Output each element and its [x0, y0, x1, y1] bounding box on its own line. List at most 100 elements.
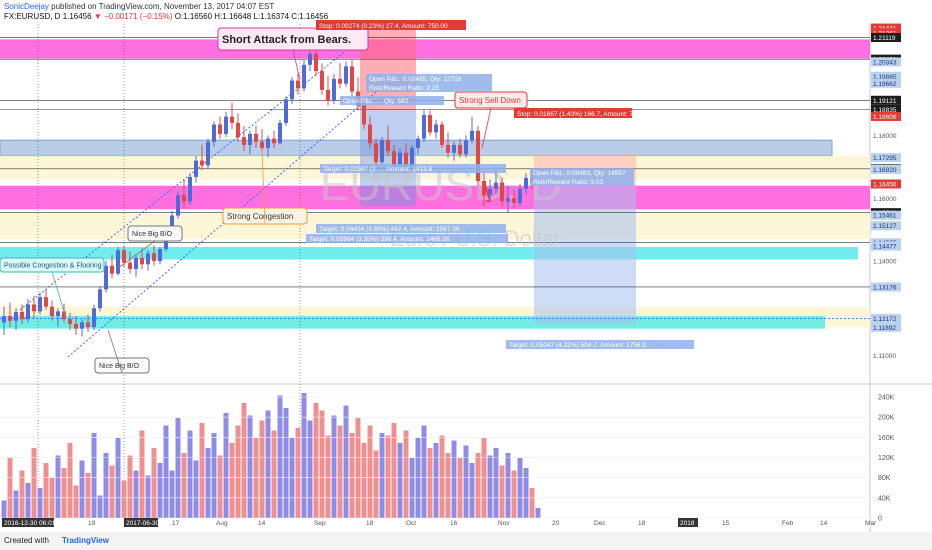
candle [440, 121, 444, 149]
candle-body [422, 115, 426, 139]
volume-bar [355, 418, 361, 518]
price-tick-label: 1.20343 [873, 59, 897, 66]
tradingview-brand[interactable]: TradingView [62, 536, 109, 545]
volume-bar [367, 425, 373, 518]
candle-body [470, 130, 474, 141]
volume-bar [235, 425, 241, 518]
candle-body [524, 177, 528, 189]
candle-body [404, 152, 408, 169]
callout-big-bo-1: Nice Big B/O [117, 225, 183, 269]
volume-bar [307, 420, 313, 518]
volume-bar [157, 463, 163, 518]
price-tick-label: 1.17295 [873, 155, 897, 162]
candle [86, 314, 90, 332]
candle [98, 286, 102, 312]
candle-body [20, 311, 24, 320]
price-tick-label: 1.19662 [873, 81, 897, 88]
price-tick-label: 1.15461 [873, 213, 897, 220]
candle [458, 138, 462, 158]
time-tick-label: Sep [314, 520, 326, 527]
price-tick-label: 1.21119 [873, 35, 896, 42]
candle [44, 289, 48, 310]
callout-strong-congestion: Strong Congestion [222, 149, 308, 225]
volume-bar [397, 443, 403, 518]
candle [398, 148, 402, 167]
author-link[interactable]: SonicDeejay [4, 2, 49, 11]
volume-bar [205, 448, 211, 518]
candle-body [362, 105, 366, 125]
candle-body [146, 253, 150, 265]
volume-bar [31, 448, 37, 518]
position-label-bg [306, 234, 508, 243]
price-tick-bg [871, 111, 901, 121]
candle-body [296, 80, 300, 89]
candle [188, 173, 192, 205]
volume-bar [505, 453, 511, 518]
volume-bar [511, 470, 517, 518]
callout-strong-congestion-pointer [261, 149, 266, 225]
volume-bar [163, 425, 169, 518]
price-tick-bg [871, 282, 901, 292]
candle [302, 60, 306, 92]
candle [344, 61, 348, 87]
volume-bar [319, 410, 325, 518]
candle-body [284, 99, 288, 123]
volume-bar [451, 440, 457, 518]
volume-bar [535, 508, 541, 518]
volume-bar [103, 453, 109, 518]
candle [482, 173, 486, 207]
time-tick-label: 2018 [680, 520, 695, 527]
price-tick-label: 1.14477 [873, 244, 897, 251]
candle [182, 179, 186, 208]
volume-bar [229, 443, 235, 518]
candle [146, 250, 150, 271]
candle-body [182, 195, 186, 202]
candle-body [398, 152, 402, 166]
candle [380, 137, 384, 164]
volume-bar [13, 490, 19, 518]
time-tick-label: 15 [722, 520, 730, 527]
candle-body [458, 144, 462, 155]
volume-bar [385, 435, 391, 518]
volume-bar [145, 475, 151, 518]
candle-body [476, 130, 480, 182]
candle-body [446, 144, 450, 153]
volume-bar [529, 488, 535, 518]
candle [50, 300, 54, 321]
volume-bar [217, 455, 223, 518]
candle [32, 295, 36, 318]
volume-bar [121, 480, 127, 518]
candle-body [62, 311, 66, 320]
price-tick-bg [871, 57, 901, 67]
candle-body [278, 122, 282, 144]
candle [260, 129, 264, 153]
price-tick-label: 1.16920 [873, 167, 897, 174]
time-tick-label: Aug [216, 520, 228, 527]
position-label-text: Risk/Reward Ratio: 2.25 [369, 85, 439, 92]
callout-strong-sell-pointer [481, 107, 492, 149]
candle-body [434, 124, 438, 133]
time-tick-label: 20 [552, 520, 560, 527]
price-tick-label: 1.11000 [873, 353, 896, 360]
volume-bar [445, 453, 451, 518]
candle-body [158, 249, 162, 262]
volume-tick-label: 40K [878, 495, 891, 502]
position-label-text: Target: 0.02587 (2. ... Amount: 1413.8 [323, 166, 433, 173]
candle-body [368, 124, 372, 144]
candle [332, 74, 336, 105]
candle [320, 63, 324, 95]
candle-body [44, 297, 48, 307]
volume-bar [133, 470, 139, 518]
callout-strong-congestion-text: Strong Congestion [227, 212, 293, 221]
volume-bar [85, 473, 91, 518]
candle-body [518, 188, 522, 203]
time-tick-label: 16 [450, 520, 458, 527]
candle-body [56, 311, 60, 317]
volume-bar [301, 393, 307, 518]
last-price: 1.16456 [62, 12, 92, 21]
time-tick-label: Oct [406, 520, 416, 527]
price-chart[interactable]: EURUSD, DEuro / U.S. Dollar240K200K160K1… [0, 0, 932, 532]
candle [218, 116, 222, 139]
volume-bar [265, 410, 271, 518]
candle-body [482, 181, 486, 196]
